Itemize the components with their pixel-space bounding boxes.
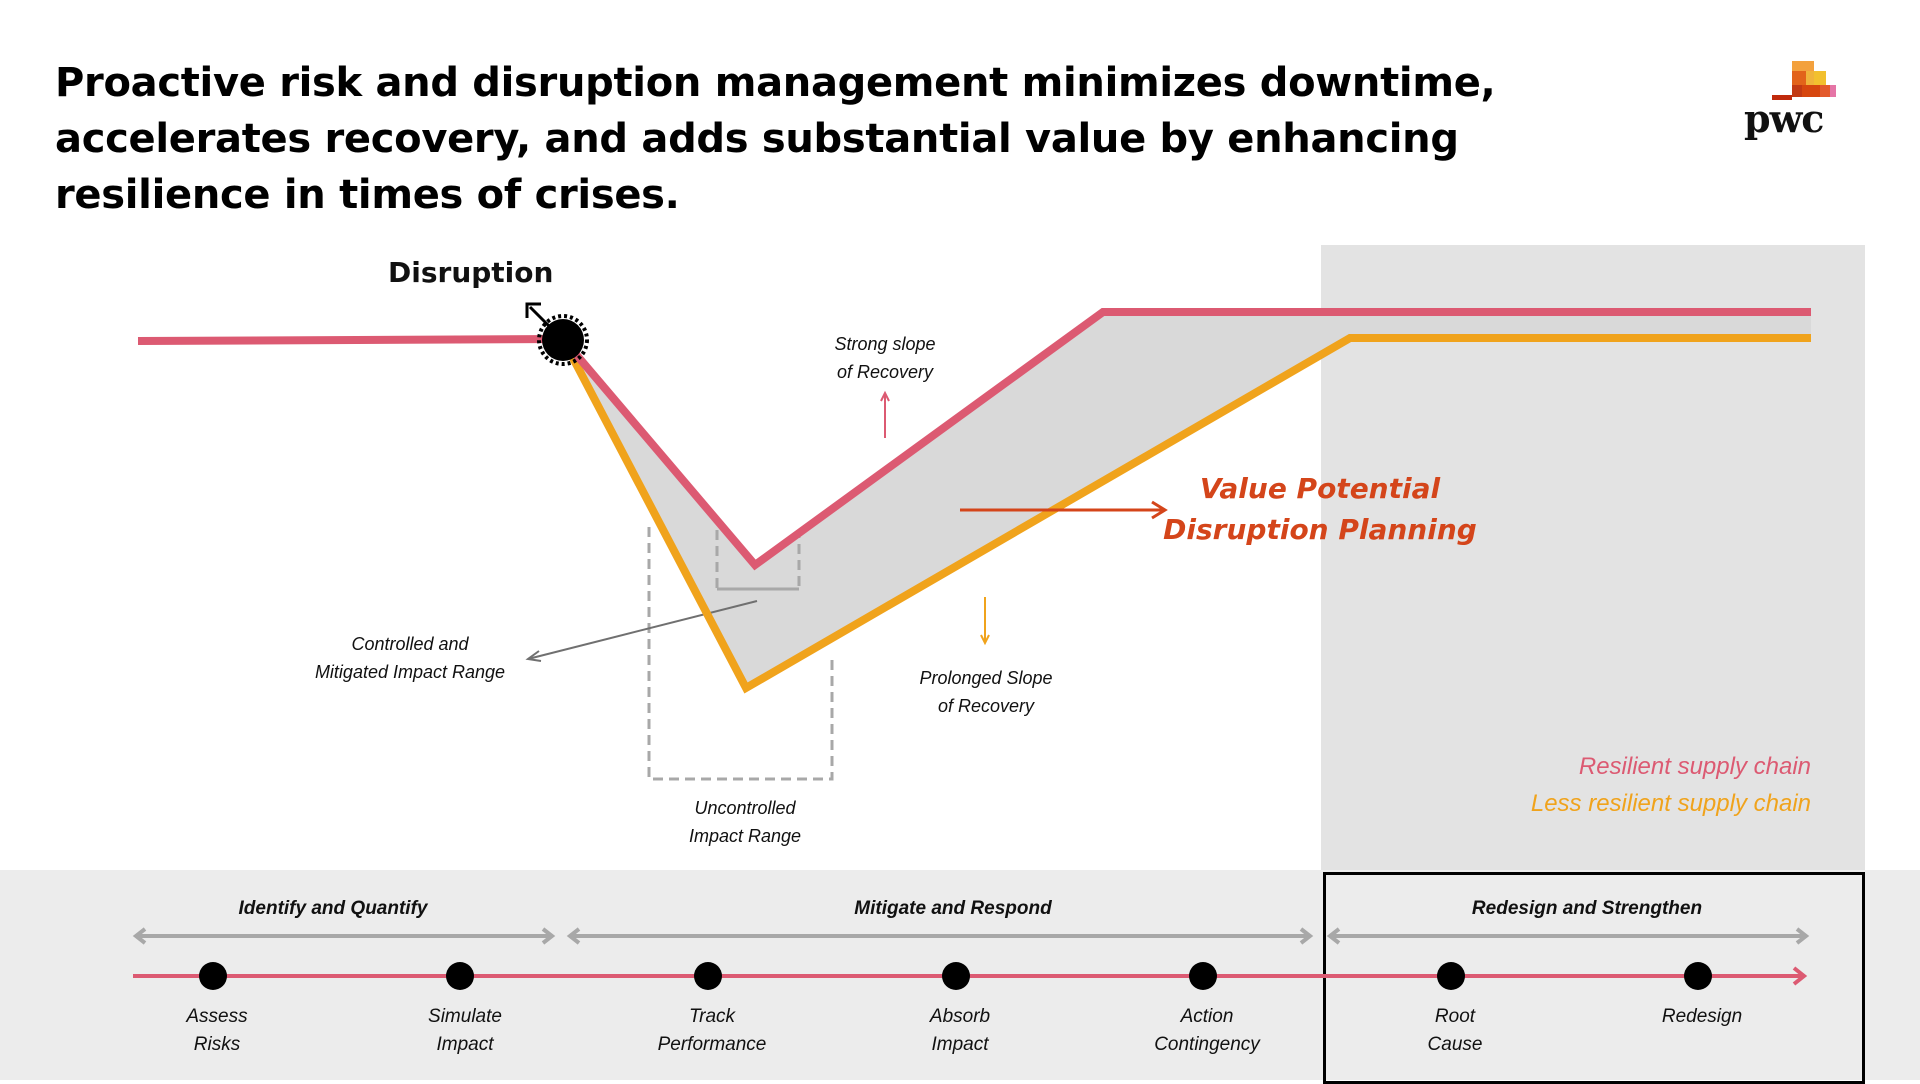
step-track-performance: Track Performance: [657, 1006, 767, 1055]
uncontrolled-range-bracket: [647, 527, 834, 781]
step-redesign: Redesign: [1661, 1006, 1743, 1027]
phase-label-identify: Identify and Quantify: [238, 898, 428, 919]
recovery-curve-chart: [137, 302, 1811, 781]
value-area: [563, 312, 1811, 688]
resilient-line: [137, 308, 1811, 571]
pwc-logo-icon: [1772, 61, 1836, 100]
step-absorb-impact: Absorb Impact: [929, 1006, 991, 1055]
phase-label-redesign: Redesign and Strengthen: [1471, 898, 1703, 919]
legend-resilient: Resilient supply chain: [1578, 753, 1811, 780]
disruption-label: Disruption: [388, 256, 554, 289]
step-dot: [942, 962, 970, 990]
step-root-cause: Root Cause: [1427, 1006, 1483, 1055]
controlled-pointer: [527, 600, 758, 660]
step-dot: [1189, 962, 1217, 990]
uncontrolled-range-label: Uncontrolled Impact Range: [688, 798, 802, 846]
less-resilient-line: [559, 334, 1811, 694]
step-dot: [1684, 962, 1712, 990]
prolonged-slope-label: Prolonged Slope of Recovery: [919, 668, 1053, 716]
step-simulate-impact: Simulate Impact: [428, 1006, 502, 1055]
controlled-range-label: Controlled and Mitigated Impact Range: [314, 634, 506, 682]
step-dot: [694, 962, 722, 990]
value-potential-label: Value Potential Disruption Planning: [1163, 472, 1477, 546]
disruption-burst-icon: [537, 314, 589, 366]
page-title: Proactive risk and disruption management…: [55, 60, 1496, 218]
redesign-phase-panel: [1321, 245, 1865, 870]
pwc-logo-text: pwc: [1744, 96, 1824, 141]
step-dot: [446, 962, 474, 990]
step-dot: [199, 962, 227, 990]
strong-slope-label: Strong slope of Recovery: [834, 334, 936, 382]
legend-less-resilient: Less resilient supply chain: [1530, 790, 1811, 817]
step-assess-risks: Assess Risks: [186, 1006, 248, 1055]
step-dot: [1437, 962, 1465, 990]
legend: Resilient supply chain Less resilient su…: [1531, 748, 1811, 822]
step-action-contingency: Action Contingency: [1154, 1006, 1260, 1055]
phase-label-mitigate: Mitigate and Respond: [854, 898, 1052, 919]
